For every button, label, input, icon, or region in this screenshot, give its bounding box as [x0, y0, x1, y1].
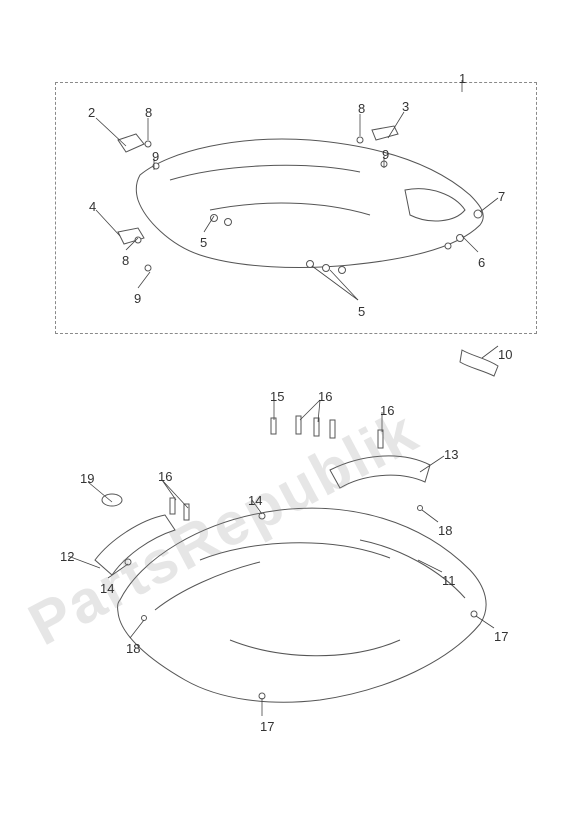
rear-panel-11: [118, 508, 486, 702]
callout-16c: 16: [158, 470, 172, 483]
callout-14b: 14: [248, 494, 262, 507]
callout-18b: 18: [438, 524, 452, 537]
callout-13: 13: [444, 448, 458, 461]
callout-14a: 14: [100, 582, 114, 595]
callout-6: 6: [478, 256, 485, 269]
callout-9a: 9: [152, 150, 159, 163]
callout-17b: 17: [260, 720, 274, 733]
callout-17a: 17: [494, 630, 508, 643]
callout-15: 15: [270, 390, 284, 403]
callout-3: 3: [402, 100, 409, 113]
callout-1: 1: [459, 72, 466, 85]
callout-16a: 16: [318, 390, 332, 403]
callout-8c: 8: [122, 254, 129, 267]
callout-7: 7: [498, 190, 505, 203]
callout-5b: 5: [358, 305, 365, 318]
callout-18a: 18: [126, 642, 140, 655]
diagram-page: PartsRepublik 1 2 8 8 3 9 9 4 5 5 8 9 7 …: [0, 0, 583, 824]
strap-10: [460, 350, 498, 376]
seat-body: [136, 139, 483, 267]
callout-8a: 8: [145, 106, 152, 119]
callout-5a: 5: [200, 236, 207, 249]
callout-9c: 9: [134, 292, 141, 305]
callout-11: 11: [442, 574, 456, 587]
callout-12: 12: [60, 550, 74, 563]
bracket-2: [118, 134, 144, 152]
callout-10: 10: [498, 348, 512, 361]
callout-8b: 8: [358, 102, 365, 115]
callout-4: 4: [89, 200, 96, 213]
callout-19: 19: [80, 472, 94, 485]
callout-2: 2: [88, 106, 95, 119]
grab-handle-13: [330, 456, 430, 488]
diagram-svg: [0, 0, 583, 824]
callout-16b: 16: [380, 404, 394, 417]
callout-9b: 9: [382, 148, 389, 161]
